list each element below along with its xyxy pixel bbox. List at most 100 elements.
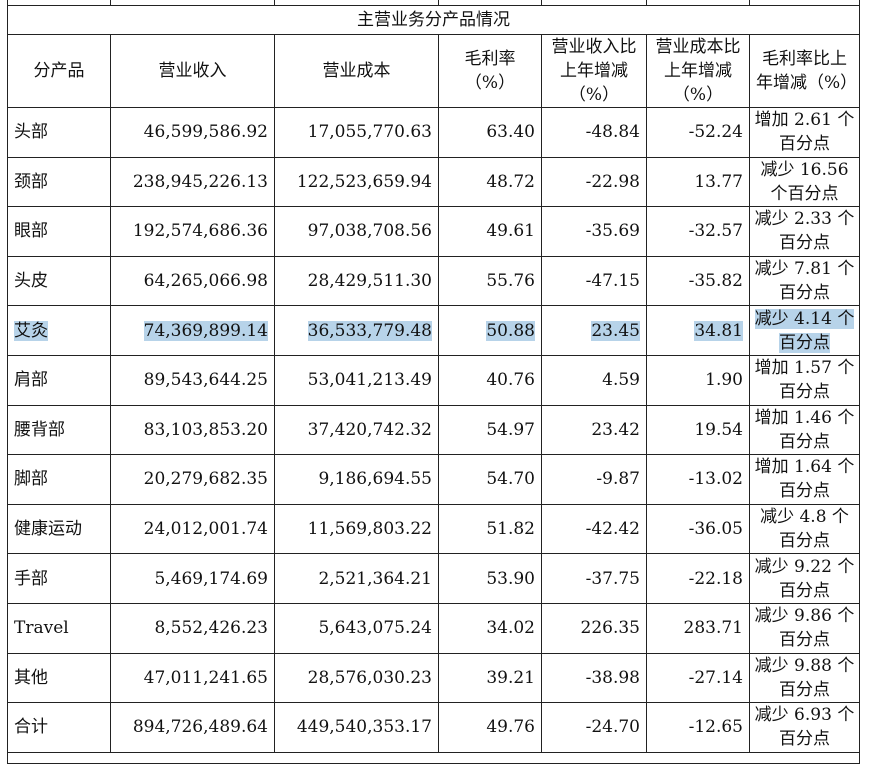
row-cost: 9,186,694.55 (274, 454, 439, 505)
table-row: Travel 8,552,426.23 5,643,075.24 34.02 226.3… (7, 602, 860, 654)
row-product-name-text: 脚部 (14, 469, 48, 490)
row-margin: 54.97 (438, 404, 542, 456)
product-segment-table: 主营业务分产品情况 分产品 营业收入 营业成本 毛利率（%） 营业收入比上年增减… (7, 0, 860, 764)
section-title: 主营业务分产品情况 (7, 5, 860, 35)
row-margin-text: 49.61 (486, 221, 535, 242)
row-revenue-text: 894,726,489.64 (132, 717, 268, 738)
row-margin-text: 63.40 (486, 122, 535, 143)
row-margin-change: 减少 7.81 个百分点 (749, 255, 860, 307)
row-revenue-change-text: -37.75 (585, 568, 640, 589)
row-margin-change: 增加 1.57 个百分点 (749, 354, 860, 406)
row-cost: 122,523,659.94 (274, 156, 439, 208)
row-margin-text: 40.76 (486, 370, 535, 391)
row-margin-change-text: 增加 1.57 个百分点 (754, 358, 855, 403)
row-revenue-change: -37.75 (541, 553, 647, 604)
row-margin: 51.82 (438, 503, 542, 555)
row-product-name: 腰背部 (7, 404, 111, 456)
row-revenue-text: 192,574,686.36 (132, 221, 268, 242)
row-margin-text: 39.21 (486, 667, 535, 688)
row-margin: 40.76 (438, 354, 542, 406)
row-revenue: 46,599,586.92 (110, 107, 275, 158)
header-margin: 毛利率（%） (438, 34, 542, 108)
row-product-name-text: 腰背部 (14, 419, 65, 440)
row-cost: 17,055,770.63 (274, 107, 439, 158)
row-revenue: 238,945,226.13 (110, 156, 275, 208)
row-revenue-change-text: -38.98 (585, 667, 640, 688)
row-cost-text: 97,038,708.56 (307, 221, 432, 242)
row-revenue-change-text: -24.70 (585, 717, 640, 738)
row-revenue: 20,279,682.35 (110, 454, 275, 505)
row-product-name: 合计 (7, 702, 111, 753)
header-product: 分产品 (7, 34, 111, 108)
row-cost-change: 13.77 (646, 156, 750, 208)
row-revenue: 89,543,644.25 (110, 354, 275, 406)
row-cost: 36,533,779.48 (274, 305, 439, 356)
table-row: 腰背部 83,103,853.20 37,420,742.32 54.97 23.42 1… (7, 404, 860, 456)
row-revenue-change: 226.35 (541, 602, 647, 654)
row-cost-change-text: -32.57 (688, 221, 743, 242)
row-revenue-text: 89,543,644.25 (143, 370, 268, 391)
row-revenue-change-text: -47.15 (585, 271, 640, 292)
row-margin-change-text: 减少 6.93 个百分点 (754, 705, 855, 750)
row-margin-change: 减少 2.33 个百分点 (749, 206, 860, 257)
row-revenue-change-text: -35.69 (585, 221, 640, 242)
row-revenue-change: -9.87 (541, 454, 647, 505)
row-revenue: 24,012,001.74 (110, 503, 275, 555)
row-cost-text: 122,523,659.94 (296, 171, 432, 192)
row-cost-text: 28,576,030.23 (307, 667, 432, 688)
row-revenue-change: -48.84 (541, 107, 647, 158)
row-margin-text: 55.76 (486, 271, 535, 292)
row-cost-text: 449,540,353.17 (296, 717, 432, 738)
row-cost-change: -35.82 (646, 255, 750, 307)
row-margin-change: 减少 4.8 个百分点 (749, 503, 860, 555)
row-cost-change-text: 1.90 (705, 370, 743, 391)
row-revenue-change: -47.15 (541, 255, 647, 307)
row-product-name: 手部 (7, 553, 111, 604)
row-revenue-change-text: 226.35 (580, 618, 640, 639)
row-product-name: 脚部 (7, 454, 111, 505)
row-revenue-text: 83,103,853.20 (143, 419, 268, 440)
table-row: 颈部 238,945,226.13 122,523,659.94 48.72 -22.9… (7, 156, 860, 208)
row-cost-change-text: 19.54 (694, 419, 743, 440)
row-margin: 39.21 (438, 652, 542, 704)
row-margin: 48.72 (438, 156, 542, 208)
row-cost-text: 5,643,075.24 (318, 618, 432, 639)
row-margin-change-text: 减少 9.88 个百分点 (754, 655, 855, 700)
row-cost-change: -32.57 (646, 206, 750, 257)
row-cost-text: 9,186,694.55 (318, 469, 432, 490)
row-cost-text: 11,569,803.22 (307, 519, 432, 540)
row-cost-change: -27.14 (646, 652, 750, 704)
row-product-name-text: 其他 (14, 667, 48, 688)
row-revenue-change-text: -48.84 (585, 122, 640, 143)
row-product-name-text: 颈部 (14, 171, 48, 192)
header-row: 分产品 营业收入 营业成本 毛利率（%） 营业收入比上年增减（%） 营业成本比上… (7, 34, 860, 108)
row-cost-change: 19.54 (646, 404, 750, 456)
row-cost: 2,521,364.21 (274, 553, 439, 604)
row-cost-change: -22.18 (646, 553, 750, 604)
row-product-name: 艾灸 (7, 305, 111, 356)
row-cost-change: -36.05 (646, 503, 750, 555)
row-revenue-text: 47,011,241.65 (143, 667, 268, 688)
row-margin-change-text: 减少 9.22 个百分点 (754, 556, 855, 601)
row-margin-change: 减少 9.86 个百分点 (749, 602, 860, 654)
row-product-name: Travel (7, 602, 111, 654)
row-cost-change-text: -36.05 (688, 519, 743, 540)
row-revenue-change: -35.69 (541, 206, 647, 257)
row-revenue: 8,552,426.23 (110, 602, 275, 654)
row-revenue-text: 24,012,001.74 (143, 519, 268, 540)
row-margin-change-text: 增加 1.64 个百分点 (754, 457, 855, 502)
header-cost: 营业成本 (274, 34, 439, 108)
row-revenue-change: 23.42 (541, 404, 647, 456)
row-cost-text: 53,041,213.49 (307, 370, 432, 391)
row-revenue: 47,011,241.65 (110, 652, 275, 704)
row-margin-change-text: 减少 16.56 个百分点 (760, 159, 849, 204)
row-revenue-change-text: 23.42 (591, 419, 640, 440)
row-margin-change: 减少 6.93 个百分点 (749, 702, 860, 753)
row-cost-text: 17,055,770.63 (307, 122, 432, 143)
row-product-name: 头部 (7, 107, 111, 158)
row-cost-change-text: 13.77 (694, 171, 743, 192)
row-product-name: 肩部 (7, 354, 111, 406)
row-revenue: 64,265,066.98 (110, 255, 275, 307)
row-margin-change-text: 减少 2.33 个百分点 (754, 209, 855, 254)
row-margin-change-text: 减少 7.81 个百分点 (754, 259, 855, 304)
